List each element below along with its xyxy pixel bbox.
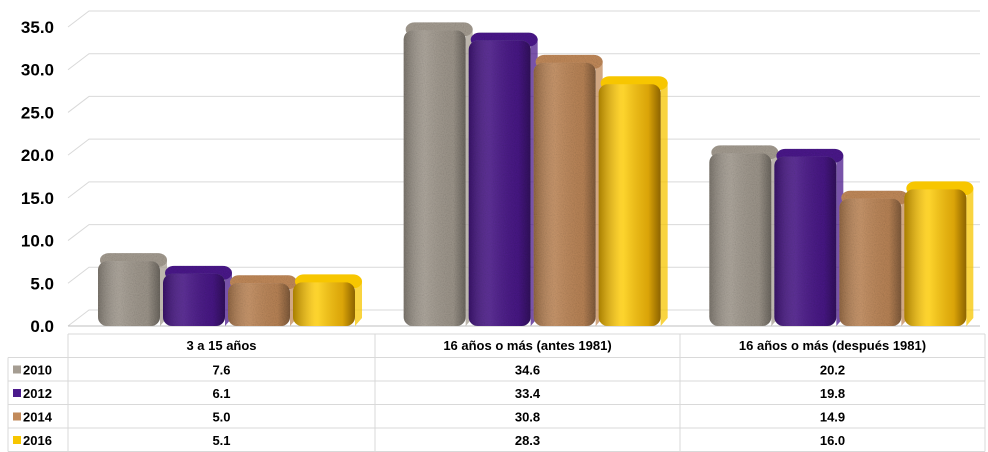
data-label: 16.0 (820, 433, 845, 448)
bar-shading (839, 198, 902, 326)
legend-key (13, 365, 21, 374)
bar-side (660, 82, 668, 326)
data-label: 14.9 (820, 410, 845, 425)
y-tick-label: 30.0 (21, 61, 54, 80)
y-tick-label: 10.0 (21, 232, 54, 251)
y-tick-label: 5.0 (30, 274, 54, 293)
y-tick-label: 20.0 (21, 146, 54, 165)
legend-label: 2012 (23, 386, 52, 401)
data-label: 5.0 (212, 410, 230, 425)
bar (904, 181, 974, 326)
bar-shading (709, 153, 772, 326)
bar (98, 253, 167, 326)
x-tick-label: 16 años o más (antes 1981) (443, 338, 611, 353)
gridline (67, 181, 980, 199)
gridline (67, 266, 980, 284)
gridline (67, 224, 980, 241)
x-tick-label: 16 años o más (después 1981) (739, 338, 926, 353)
data-label: 30.8 (515, 410, 540, 425)
legend-label: 2016 (23, 433, 52, 448)
data-label: 28.3 (515, 433, 540, 448)
bar-shading (228, 283, 290, 326)
x-tick-label: 3 a 15 años (186, 338, 256, 353)
data-label: 5.1 (212, 433, 230, 448)
gridline (67, 95, 980, 113)
data-label: 19.8 (820, 386, 845, 401)
bar (839, 190, 909, 326)
bar-side (966, 187, 974, 326)
gridline (67, 309, 980, 327)
bar (403, 22, 473, 326)
bar (774, 148, 844, 326)
bar-shading (468, 40, 531, 326)
bar-shading (533, 62, 596, 326)
bar (533, 54, 603, 326)
legend-key (13, 436, 21, 444)
bar (468, 32, 538, 326)
legend-label: 2010 (23, 363, 52, 378)
bar-shading (774, 156, 837, 326)
data-label: 33.4 (515, 386, 541, 401)
bar (598, 76, 668, 326)
y-tick-label: 25.0 (21, 103, 54, 122)
bar (163, 265, 232, 326)
data-label: 20.2 (820, 363, 845, 378)
bar-shading (293, 282, 355, 326)
bar (228, 275, 297, 326)
bar (293, 274, 362, 326)
y-tick-label: 35.0 (21, 18, 54, 37)
bar-shading (904, 189, 967, 326)
bar-shading (403, 30, 466, 326)
gridline (67, 138, 980, 156)
data-label: 7.6 (212, 363, 230, 378)
bar-shading (163, 273, 225, 326)
y-tick-label: 0.0 (30, 317, 54, 336)
legend-label: 2014 (23, 410, 53, 425)
data-label: 34.6 (515, 363, 540, 378)
bar-side (355, 280, 362, 326)
legend-key (13, 412, 21, 421)
bar (709, 145, 779, 326)
legend-key (13, 389, 21, 397)
data-label: 6.1 (212, 386, 230, 401)
bar-shading (98, 261, 160, 326)
gridline (67, 53, 980, 71)
y-tick-label: 15.0 (21, 189, 54, 208)
bar-shading (598, 84, 661, 326)
gridline (67, 10, 980, 28)
